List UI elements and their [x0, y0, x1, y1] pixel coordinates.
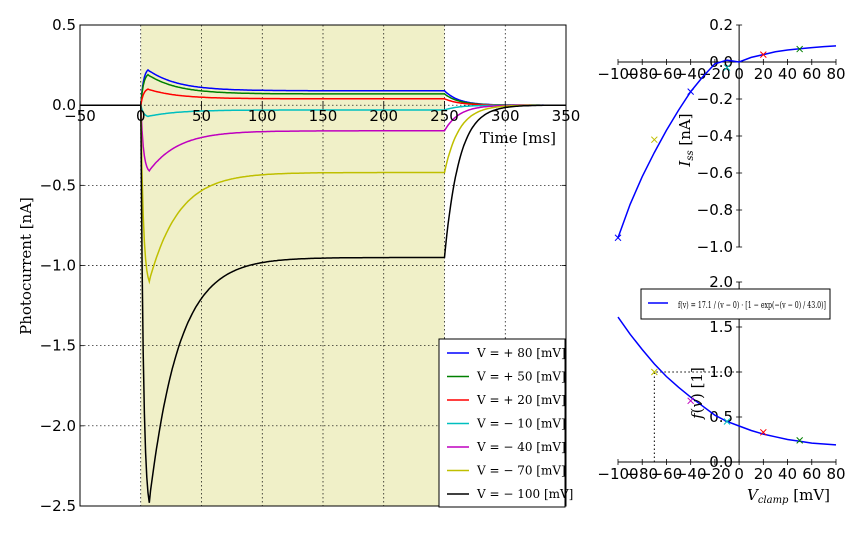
iss-x-tick-label: 40 — [778, 65, 797, 83]
iss-y-tick-label: −1.0 — [697, 238, 733, 256]
series-line-6 — [80, 104, 566, 503]
fv-legend-formula: f(v) = 17.1 / (v − 0) · [1 − exp(−(v − 0… — [678, 300, 826, 311]
iss-data-point — [614, 234, 622, 242]
iss-y-tick-label: 0.2 — [709, 16, 733, 34]
iss-x-tick-label: 60 — [802, 65, 821, 83]
iss-x-tick-label: −100 — [597, 65, 638, 83]
y-tick-label: −1.0 — [40, 257, 76, 275]
legend-entry: V = − 100 [mV] — [476, 487, 573, 501]
iss-x-tick-label: 80 — [826, 65, 845, 83]
legend-entry: V = + 20 [mV] — [476, 393, 566, 407]
fv-x-tick-label: 0 — [734, 465, 744, 483]
fv-x-tick-label: −40 — [675, 465, 707, 483]
fv-x-tick-label: 40 — [778, 465, 797, 483]
iss-label-sub: ss — [685, 150, 696, 160]
y-tick-label: −0.5 — [40, 176, 76, 194]
y-tick-label: −2.0 — [40, 417, 76, 435]
x-tick-label: 150 — [309, 107, 338, 125]
iss-y-tick-label: −0.6 — [697, 164, 733, 182]
legend-entry: V = + 50 [mV] — [476, 370, 566, 384]
fv-x-tick-label: −20 — [699, 465, 731, 483]
iss-x-tick-label: −60 — [651, 65, 683, 83]
x-axis-label: Time [ms] — [480, 129, 556, 147]
iss-y-tick-label: −0.4 — [697, 127, 733, 145]
iss-data-point — [723, 64, 731, 71]
fv-x-tick-label: −80 — [626, 465, 658, 483]
y-tick-label: −1.5 — [40, 337, 76, 355]
main-plot: −50 0 50 100 150 200 250 300 350 −2.5 −2.0 −1.5 −1.0… — [17, 16, 580, 515]
fv-plot: −100−80−60−40−20 0 20 40 60 800.00.51.01.52.0… — [597, 273, 845, 506]
x-tick-label: 100 — [248, 107, 277, 125]
y-axis-label: Photocurrent [nA] — [17, 197, 35, 335]
iss-x-tick-label: −80 — [626, 65, 658, 83]
x-tick-label: 50 — [192, 107, 211, 125]
iss-x-tick-label: 0 — [734, 65, 744, 83]
x-tick-label: 250 — [430, 107, 459, 125]
iss-y-tick-label: −0.8 — [697, 201, 733, 219]
iss-data-point — [687, 88, 695, 95]
iss-data-point — [796, 45, 804, 53]
iss-x-tick-label: −40 — [675, 65, 707, 83]
series-line-4 — [80, 104, 566, 173]
fv-x-tick-label: −60 — [651, 465, 683, 483]
fv-y-tick-label: 1.5 — [709, 318, 733, 336]
fv-legend-box — [640, 288, 831, 320]
y-tick-label: −2.5 — [40, 497, 76, 515]
fv-x-tick-label: 80 — [826, 465, 845, 483]
fv-y-tick-label: 0.5 — [709, 408, 733, 426]
x-tick-label: 200 — [369, 107, 398, 125]
iss-label-unit: [nA] — [676, 113, 694, 150]
fv-data-point — [687, 397, 695, 405]
fv-x-tick-label: −100 — [597, 465, 638, 483]
iss-x-tick-label: 20 — [754, 65, 773, 83]
fv-y-tick-label: 0.0 — [709, 453, 733, 471]
legend-entry: V = − 10 [mV] — [476, 417, 566, 431]
legend-entry: V = + 80 [mV] — [476, 346, 566, 360]
fv-data-point — [796, 437, 804, 444]
y-tick-label: 0.0 — [52, 96, 76, 114]
x-tick-label: 350 — [552, 107, 581, 125]
fv-x-tick-label: 60 — [802, 465, 821, 483]
fv-data-point — [759, 428, 767, 436]
iss-label-I: I — [676, 160, 694, 168]
fv-y-tick-label: 2.0 — [709, 273, 733, 291]
iss-data-point — [650, 136, 658, 144]
fv-x-tick-label: 20 — [754, 465, 773, 483]
legend-entry: V = − 70 [mV] — [476, 464, 566, 478]
legend-entry: V = − 40 [mV] — [476, 440, 566, 454]
fv-legend: f(v) = 17.1 / (v − 0) · [1 − exp(−(v − 0… — [640, 288, 831, 320]
iss-y-axis-label: Iss [nA] — [676, 113, 696, 167]
main-curves — [80, 68, 566, 503]
iss-y-tick-label: −0.2 — [697, 90, 733, 108]
fv-x-axis-label: Vclamp [mV] — [747, 486, 830, 506]
iss-x-tick-label: −20 — [699, 65, 731, 83]
series-line-3 — [80, 104, 566, 118]
main-legend: V = + 80 [mV] V = + 50 [mV] V = + 20 [mV] V… — [438, 338, 573, 508]
x-tick-label: 0 — [136, 107, 146, 125]
fv-data-point — [650, 368, 658, 376]
iss-plot: −100−80−60−40−20 0 20 40 60 80 −1.0 −0.8 −0.6 −0.… — [597, 16, 845, 256]
fv-y-axis-label: f(v) [1] — [688, 367, 706, 420]
x-tick-label: −50 — [64, 107, 96, 125]
y-tick-label: 0.5 — [52, 16, 76, 34]
fv-data-point — [723, 418, 731, 425]
series-line-5 — [80, 104, 566, 285]
iss-data-point — [759, 51, 767, 58]
x-tick-label: 300 — [491, 107, 520, 125]
